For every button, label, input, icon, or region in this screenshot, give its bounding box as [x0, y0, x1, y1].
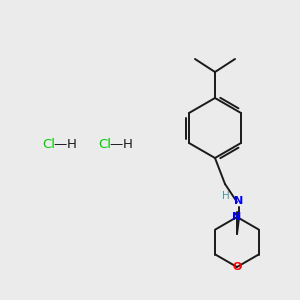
Text: N: N [234, 196, 244, 206]
Text: H: H [67, 139, 77, 152]
Text: N: N [232, 212, 242, 222]
Text: O: O [232, 262, 242, 272]
Text: H: H [222, 191, 230, 201]
Text: —: — [110, 139, 123, 152]
Text: Cl: Cl [98, 139, 111, 152]
Text: —: — [53, 139, 67, 152]
Text: Cl: Cl [42, 139, 55, 152]
Text: H: H [123, 139, 133, 152]
